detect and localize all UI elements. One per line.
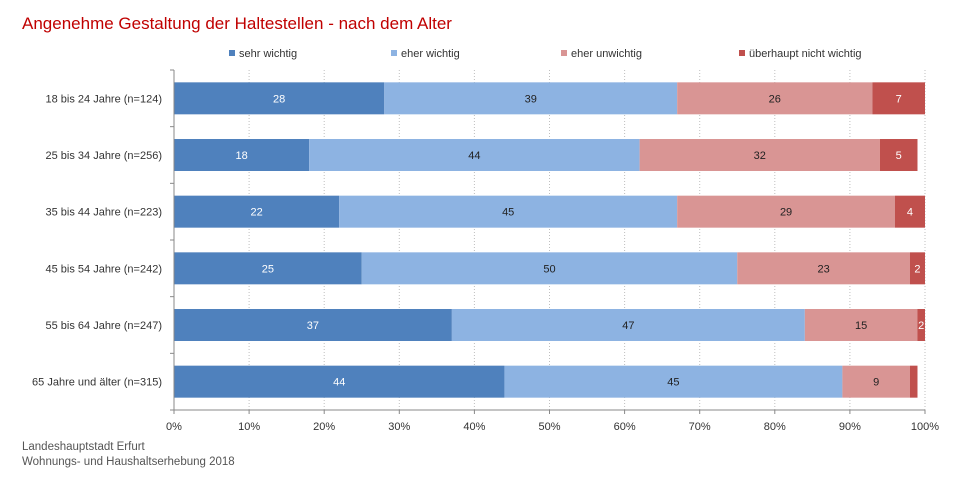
bar-segment (309, 139, 640, 171)
value-label: 26 (769, 93, 781, 105)
bar-segment (894, 195, 925, 228)
x-tick-label: 80% (764, 421, 786, 433)
x-tick-label: 100% (911, 421, 939, 433)
x-tick-label: 20% (313, 421, 335, 433)
bar-segment (842, 365, 910, 398)
bar-segment (804, 309, 918, 341)
x-tick-label: 70% (689, 421, 711, 433)
x-tick-label: 30% (388, 421, 410, 433)
x-tick-label: 0% (166, 421, 182, 433)
bar-segment (737, 252, 910, 285)
axes: 0% 10% 20% 30% 40% 50% 60% 70% 80% 90% 100% 18 bis … (32, 69, 939, 433)
grid-lines (248, 70, 926, 410)
value-label: 23 (817, 263, 829, 275)
value-label: 44 (333, 377, 345, 389)
bar-segment (879, 139, 918, 171)
value-label: 29 (780, 207, 792, 219)
legend-label: überhaupt nicht wichtig (749, 48, 862, 60)
value-label: 28 (273, 93, 285, 105)
bar-segment (174, 195, 340, 228)
bar-segment (174, 139, 310, 171)
bar-segment (504, 365, 843, 398)
value-label: 37 (307, 320, 319, 332)
bar-segment (451, 309, 805, 341)
bar-segment (339, 195, 678, 228)
value-label: 25 (262, 263, 274, 275)
legend: sehr wichtig eher wichtig eher unwichtig üb… (229, 48, 862, 60)
bar-segment (872, 82, 925, 115)
legend-label: eher unwichtig (571, 48, 642, 60)
value-label: 47 (622, 320, 634, 332)
legend-swatch (739, 50, 745, 56)
x-tick-label: 90% (839, 421, 861, 433)
value-label: 4 (907, 207, 913, 219)
value-label: 22 (250, 207, 262, 219)
bar-segment (677, 82, 873, 115)
bar-segment (639, 139, 880, 171)
value-label: 50 (543, 263, 555, 275)
source-line-2: Wohnungs- und Haushaltserhebung 2018 (22, 456, 235, 468)
bar-segment (909, 252, 925, 285)
category-label: 35 bis 44 Jahre (n=223) (46, 207, 163, 219)
value-label: 39 (525, 93, 537, 105)
value-label: 15 (855, 320, 867, 332)
bar-segment (361, 252, 738, 285)
value-label: 45 (502, 207, 514, 219)
category-label: 65 Jahre und älter (n=315) (32, 377, 162, 389)
legend-label: eher wichtig (401, 48, 460, 60)
x-tick-label: 50% (538, 421, 560, 433)
value-label: 18 (235, 150, 247, 162)
bars (174, 82, 925, 398)
bar-segment (909, 365, 918, 398)
value-label: 32 (754, 150, 766, 162)
value-labels: 28 39 26 7 18 44 32 5 22 45 29 4 25 50 23 2 37 47 15 2 44 45 9 (235, 93, 924, 388)
source-note: Landeshauptstadt Erfurt Wohnungs- und Ha… (22, 440, 235, 470)
legend-swatch (561, 50, 567, 56)
category-label: 55 bis 64 Jahre (n=247) (46, 320, 163, 332)
value-label: 5 (896, 150, 902, 162)
value-label: 45 (667, 377, 679, 389)
bar-segment (174, 82, 385, 115)
legend-label: sehr wichtig (239, 48, 297, 60)
bar-segment (174, 252, 362, 285)
bar-segment (917, 309, 925, 341)
chart-title: Angenehme Gestaltung der Haltestellen - … (22, 14, 452, 33)
category-label: 18 bis 24 Jahre (n=124) (46, 93, 163, 105)
value-label: 44 (468, 150, 480, 162)
category-label: 25 bis 34 Jahre (n=256) (46, 150, 163, 162)
legend-swatch (229, 50, 235, 56)
x-tick-label: 40% (463, 421, 485, 433)
bar-segment (174, 309, 452, 341)
value-label: 9 (873, 377, 879, 389)
legend-swatch (391, 50, 397, 56)
bar-segment (174, 365, 505, 398)
value-label: 7 (896, 93, 902, 105)
category-label: 45 bis 54 Jahre (n=242) (46, 263, 163, 275)
value-label: 2 (914, 263, 920, 275)
source-line-1: Landeshauptstadt Erfurt (22, 441, 145, 453)
bar-segment (677, 195, 895, 228)
bar-segment (384, 82, 678, 115)
value-label: 2 (918, 320, 924, 332)
x-tick-label: 10% (238, 421, 260, 433)
x-tick-label: 60% (614, 421, 636, 433)
